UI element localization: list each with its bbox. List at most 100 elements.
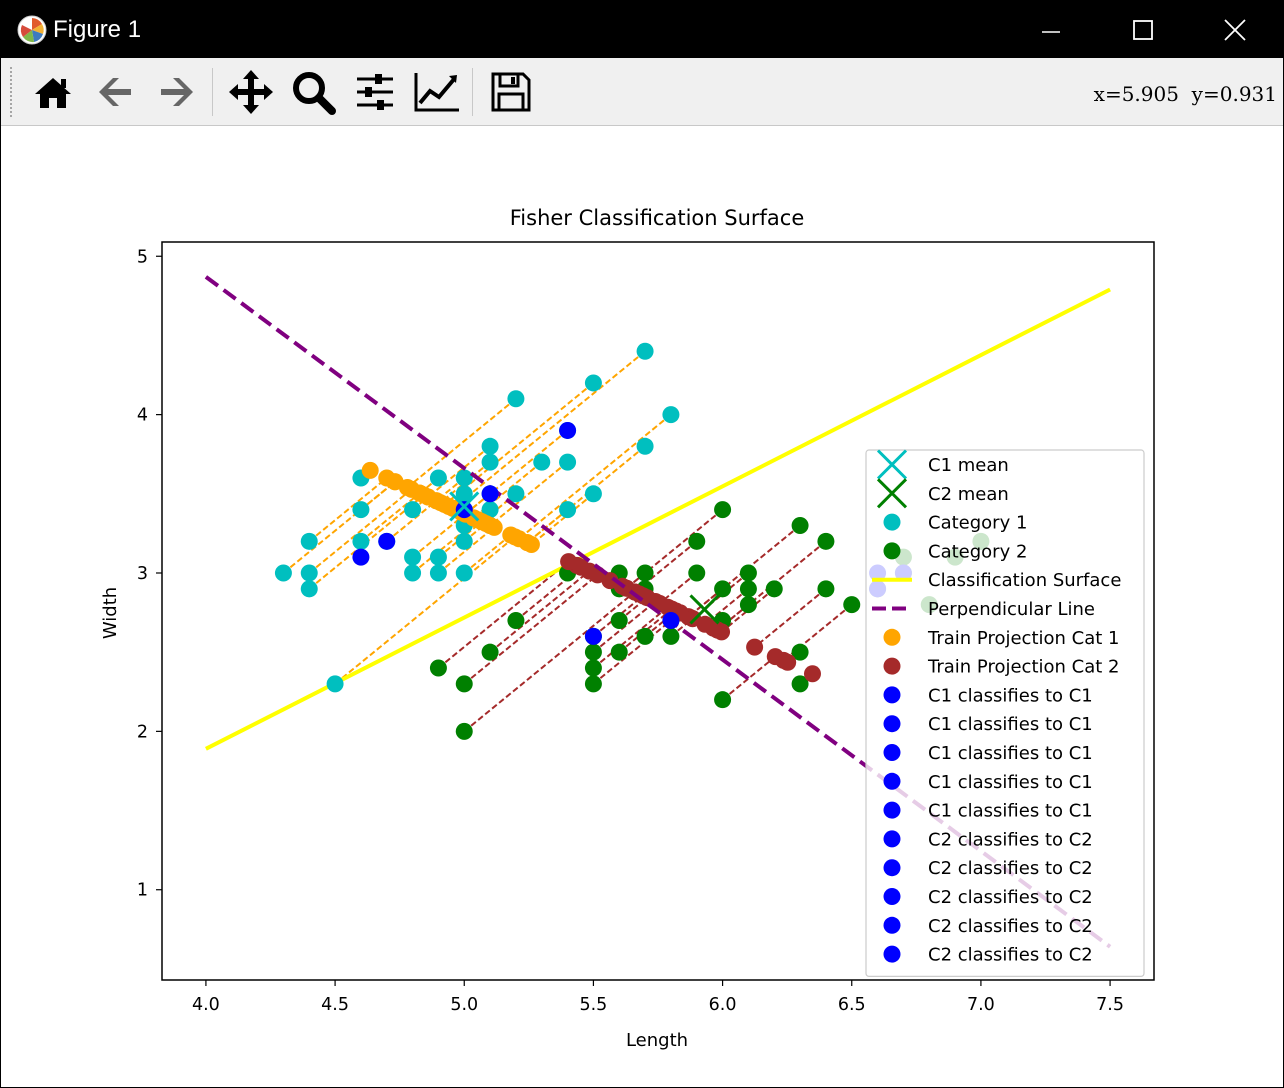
line-chart-icon <box>414 73 459 112</box>
projection-line-cat1 <box>282 480 396 574</box>
category1-point <box>662 406 680 424</box>
cursor-coordinates: x=5.905 y=0.931 <box>1093 82 1277 106</box>
legend-dot-marker <box>883 715 901 733</box>
x-tick-label: 5.5 <box>579 995 607 1015</box>
legend-dot-marker <box>883 859 901 877</box>
minimize-icon <box>1042 30 1060 33</box>
plot-area <box>204 275 1112 949</box>
test-point <box>352 548 370 566</box>
category1-point <box>584 485 602 503</box>
maximize-button[interactable] <box>1097 1 1189 58</box>
legend-label: C1 classifies to C1 <box>928 714 1093 735</box>
category2-point <box>714 580 732 598</box>
category2-point <box>688 564 706 582</box>
toolbar-grip[interactable] <box>9 66 13 118</box>
category1-point <box>300 532 318 550</box>
projection-line-cat1 <box>463 534 512 574</box>
legend-label: C1 classifies to C1 <box>928 743 1093 764</box>
forward-button[interactable] <box>151 66 203 118</box>
projection-line-cat1 <box>406 398 517 489</box>
y-tick-label: 5 <box>137 247 148 267</box>
legend-entry: Train Projection Cat 1 <box>883 628 1119 649</box>
category2-point <box>507 612 525 630</box>
save-icon <box>491 72 531 112</box>
projection-line-cat2 <box>463 574 599 685</box>
legend-dot-marker <box>883 628 901 646</box>
legend-entry: C1 classifies to C1 <box>883 801 1093 822</box>
legend-entry: C2 classifies to C2 <box>883 887 1093 908</box>
train-projection-cat1-point <box>506 528 524 546</box>
test-point <box>481 485 499 503</box>
legend-entry: Perpendicular Line <box>872 599 1095 620</box>
home-icon <box>35 78 71 108</box>
arrow-right-icon <box>161 78 193 106</box>
projection-line-cat1 <box>360 492 421 543</box>
home-button[interactable] <box>27 66 79 118</box>
x-tick-label: 7.5 <box>1096 995 1124 1015</box>
projection-line-cat1 <box>411 519 479 574</box>
projection-line-cat1 <box>437 526 495 574</box>
edit-axes-button[interactable] <box>411 66 463 118</box>
category2-point <box>584 675 602 693</box>
test-point <box>455 501 473 519</box>
legend-label: C2 classifies to C2 <box>928 916 1093 937</box>
projection-line-cat2 <box>592 606 669 669</box>
category1-point <box>636 342 654 360</box>
projection-line-cat2 <box>644 610 677 638</box>
train-projection-cat2-point <box>766 648 784 666</box>
category1-point <box>481 453 499 471</box>
projection-line-cat1 <box>452 350 646 510</box>
legend-label: Train Projection Cat 2 <box>927 657 1119 678</box>
category1-point <box>404 564 422 582</box>
legend-label: Train Projection Cat 1 <box>927 628 1119 649</box>
category1-point <box>455 469 473 487</box>
x-tick-label: 4.0 <box>192 995 220 1015</box>
legend-x-marker <box>876 449 908 480</box>
projection-line-cat2 <box>618 608 673 653</box>
sliders-icon <box>357 74 393 110</box>
projection-line-cat1 <box>443 382 595 506</box>
axis-ticks: 4.0 4.5 5.0 5.5 6.0 6.5 7.0 7.5 1 2 3 4 5 <box>137 247 1124 1015</box>
category1-point <box>559 453 577 471</box>
zoom-button[interactable] <box>287 66 339 118</box>
classification-surface-line <box>205 287 1111 751</box>
legend-entry: C2 mean <box>876 478 1009 509</box>
legend-dot-marker <box>883 888 901 905</box>
category2-point <box>714 501 732 519</box>
c2-mean-marker <box>689 594 720 625</box>
legend-dot-marker <box>883 801 901 819</box>
category1-point <box>559 501 577 519</box>
arrow-left-icon <box>99 78 131 106</box>
c1-mean-marker-stroke <box>449 491 480 522</box>
category1-point <box>507 390 525 408</box>
legend-label: C2 classifies to C2 <box>928 887 1093 908</box>
category2-point <box>739 564 757 582</box>
maximize-icon <box>1133 19 1153 40</box>
plot-content <box>204 275 1112 949</box>
legend-label: C2 classifies to C2 <box>928 829 1093 850</box>
legend-label: Classification Surface <box>928 570 1121 591</box>
projection-line-cat1 <box>308 477 388 543</box>
legend-label: C1 classifies to C1 <box>928 801 1093 822</box>
category1-point <box>300 564 318 582</box>
figure-canvas[interactable]: Fisher Classification Surface Length Wid… <box>1 126 1283 1087</box>
train-projection-cat1-point <box>361 461 379 479</box>
close-button[interactable] <box>1189 1 1281 58</box>
title-bar[interactable]: Figure 1 <box>1 1 1283 58</box>
save-button[interactable] <box>485 66 537 118</box>
subplots-button[interactable] <box>349 66 401 118</box>
category2-point <box>817 532 835 550</box>
y-tick-label: 1 <box>137 881 148 901</box>
projection-line-cat2 <box>437 560 570 669</box>
minimize-button[interactable] <box>1005 1 1097 58</box>
category2-point <box>429 659 447 677</box>
train-projection-cat1-point <box>386 473 404 491</box>
legend-label: C1 classifies to C1 <box>928 685 1093 706</box>
legend-dot-marker <box>883 830 901 848</box>
category2-point <box>714 691 732 709</box>
c2-mean-marker-stroke <box>689 594 720 625</box>
back-button[interactable] <box>89 66 141 118</box>
category2-point <box>636 627 654 645</box>
legend-entry: C2 classifies to C2 <box>883 916 1093 937</box>
pan-button[interactable] <box>225 66 277 118</box>
